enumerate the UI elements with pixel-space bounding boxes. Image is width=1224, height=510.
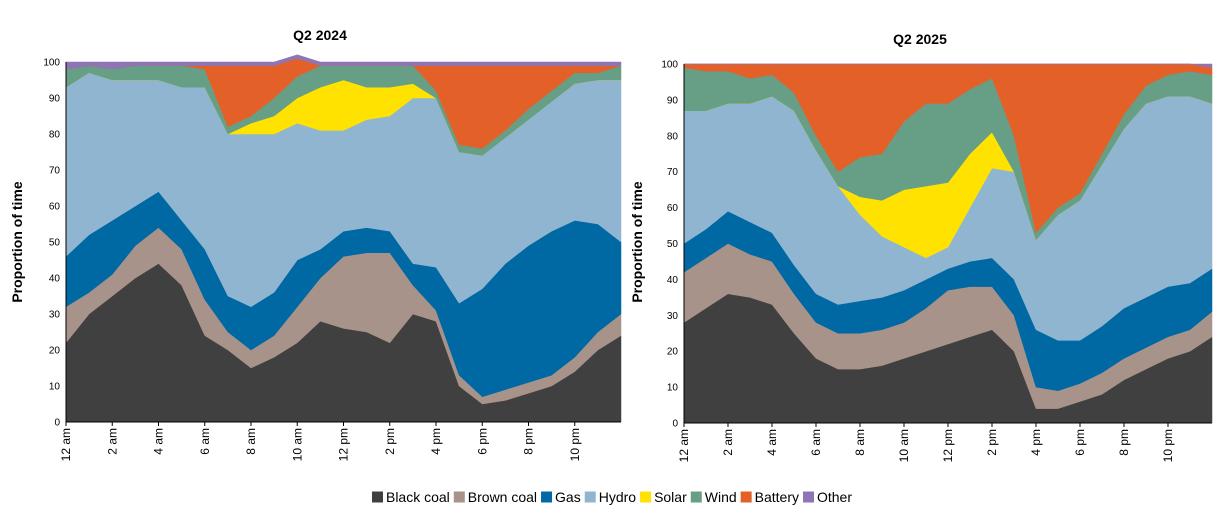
x-tick-label: 6 pm: [475, 428, 489, 455]
legend-label: Wind: [705, 489, 737, 505]
x-tick-label: 6 am: [809, 429, 823, 456]
legend: Black coal Brown coal Gas Hydro Solar Wind Bat…: [371, 489, 852, 505]
legend-item-brown-coal: Brown coal: [453, 489, 537, 505]
legend-label: Black coal: [386, 489, 450, 505]
legend-label: Gas: [555, 489, 581, 505]
y-tick-label: 100: [43, 58, 60, 69]
chart-panel-q2-2025: Q2 2025 Proportion of time 0 10 20 30 40 50 60…: [629, 31, 1213, 462]
legend-item-black-coal: Black coal: [371, 489, 450, 505]
axes: 0 10 20 30 40 50 60 70 80 90 100 12 am 2 am 4 am 6 am 8…: [43, 58, 621, 461]
x-tick-label: 10 am: [897, 429, 911, 462]
legend-swatch: [371, 491, 383, 503]
x-tick-label: 2 am: [721, 429, 735, 456]
area-other: [684, 63, 1213, 68]
legend-swatch: [740, 491, 752, 503]
y-tick-label: 40: [667, 275, 679, 286]
y-tick-label: 100: [661, 60, 678, 71]
x-tick-label: 4 am: [152, 428, 166, 455]
y-tick-label: 60: [49, 202, 61, 213]
area-other: [65, 54, 622, 70]
y-tick-label: 0: [54, 418, 60, 429]
y-tick-label: 20: [49, 346, 61, 357]
legend-label: Hydro: [599, 489, 637, 505]
chart-panel-q2-2024: Q2 2024 Proportion of time 0 10 20 30 40 50 60…: [9, 27, 622, 461]
y-tick-label: 20: [667, 347, 679, 358]
x-tick-label: 12 am: [677, 429, 691, 462]
legend-item-hydro: Hydro: [584, 489, 637, 505]
x-tick-label: 8 pm: [1117, 429, 1131, 456]
y-tick-label: 50: [49, 238, 61, 249]
x-tick-label: 12 pm: [337, 428, 351, 461]
x-tick-label: 4 pm: [1029, 429, 1043, 456]
x-tick-label: 2 pm: [985, 429, 999, 456]
y-tick-label: 80: [49, 130, 61, 141]
y-tick-label: 90: [49, 94, 61, 105]
y-tick-label: 40: [49, 274, 61, 285]
x-tick-label: 6 pm: [1073, 429, 1087, 456]
y-tick-label: 30: [49, 310, 61, 321]
legend-item-solar: Solar: [640, 489, 687, 505]
legend-item-other: Other: [802, 489, 852, 505]
legend-swatch: [802, 491, 814, 503]
legend-swatch: [640, 491, 652, 503]
x-tick-label: 12 am: [59, 428, 73, 461]
x-tick-label: 10 am: [290, 428, 304, 461]
y-axis-label: Proportion of time: [9, 181, 25, 303]
legend-item-gas: Gas: [541, 489, 581, 505]
legend-label: Battery: [755, 489, 799, 505]
legend-item-wind: Wind: [690, 489, 737, 505]
y-tick-label: 60: [667, 203, 679, 214]
x-tick-label: 8 pm: [522, 428, 536, 455]
x-tick-label: 4 pm: [429, 428, 443, 455]
legend-label: Solar: [654, 489, 687, 505]
y-tick-label: 70: [49, 166, 61, 177]
y-tick-label: 30: [667, 311, 679, 322]
x-tick-label: 2 pm: [383, 428, 397, 455]
x-tick-label: 4 am: [765, 429, 779, 456]
chart-title: Q2 2024: [293, 27, 347, 43]
area-layers: [683, 63, 1213, 424]
legend-label: Brown coal: [468, 489, 537, 505]
y-tick-label: 0: [672, 419, 678, 430]
x-tick-label: 6 am: [198, 428, 212, 455]
y-axis-label: Proportion of time: [629, 181, 645, 303]
y-tick-label: 10: [49, 382, 61, 393]
x-tick-label: 10 pm: [568, 428, 582, 461]
y-tick-label: 90: [667, 95, 679, 106]
legend-swatch: [453, 491, 465, 503]
y-tick-label: 10: [667, 383, 679, 394]
x-tick-label: 10 pm: [1161, 429, 1175, 462]
x-tick-label: 12 pm: [941, 429, 955, 462]
area-layers: [65, 54, 622, 423]
axes: 0 10 20 30 40 50 60 70 80 90 100 12 am 2 am 4 am 6 am 8…: [661, 60, 1212, 462]
y-tick-label: 50: [667, 239, 679, 250]
legend-label: Other: [817, 489, 852, 505]
x-tick-label: 8 am: [244, 428, 258, 455]
y-tick-label: 70: [667, 167, 679, 178]
legend-item-battery: Battery: [740, 489, 799, 505]
y-tick-label: 80: [667, 131, 679, 142]
legend-swatch: [690, 491, 702, 503]
x-tick-label: 8 am: [853, 429, 867, 456]
x-tick-label: 2 am: [105, 428, 119, 455]
chart-title: Q2 2025: [893, 31, 947, 47]
legend-swatch: [584, 491, 596, 503]
legend-swatch: [541, 491, 553, 503]
